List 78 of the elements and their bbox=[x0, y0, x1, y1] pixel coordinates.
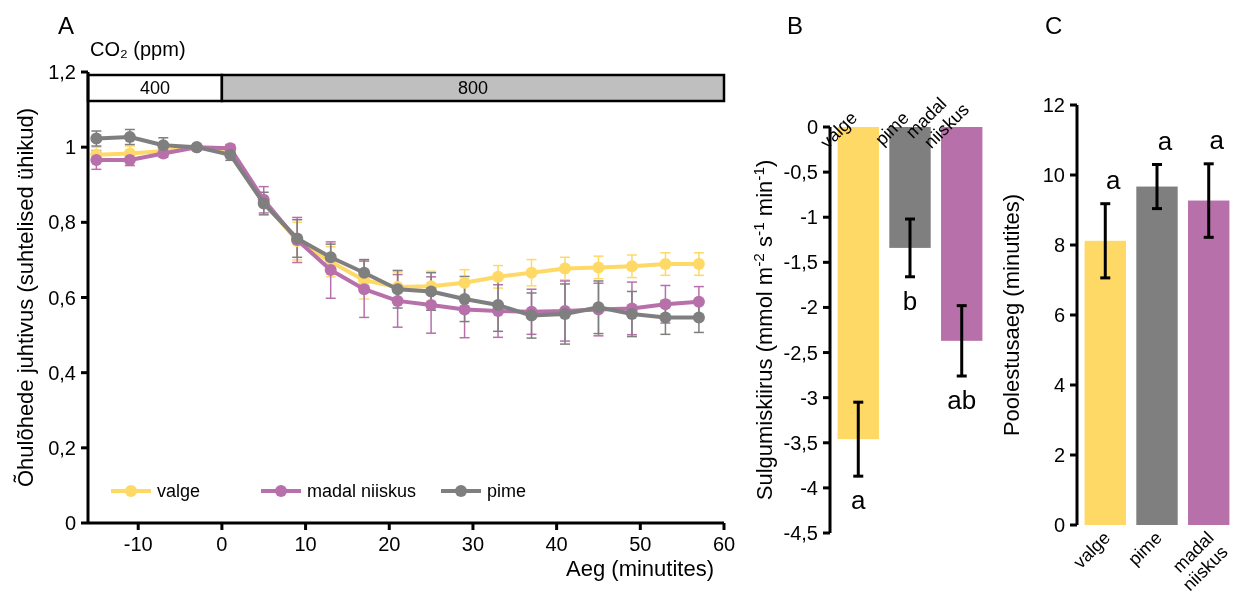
x-tick-label: 40 bbox=[545, 533, 568, 555]
point bbox=[90, 153, 103, 166]
chart-title: B bbox=[787, 12, 804, 39]
point bbox=[492, 270, 505, 283]
y-tick-label: 0,2 bbox=[48, 436, 76, 459]
point bbox=[425, 285, 438, 298]
y-tick-label: -4 bbox=[800, 476, 818, 499]
y-tick-label: -4,5 bbox=[783, 522, 818, 544]
point bbox=[592, 261, 605, 274]
y-tick-label: 8 bbox=[1053, 234, 1065, 256]
point bbox=[659, 311, 672, 324]
point bbox=[458, 293, 471, 305]
bar bbox=[1188, 200, 1230, 525]
point bbox=[358, 283, 371, 296]
y-tick-label: -2 bbox=[800, 296, 818, 319]
y-tick-label: -3 bbox=[800, 386, 818, 409]
y-tick-label: 4 bbox=[1053, 374, 1065, 396]
point bbox=[425, 299, 438, 312]
point bbox=[659, 298, 672, 311]
annotation: a bbox=[1209, 124, 1225, 155]
y-tick-label: 0,8 bbox=[48, 211, 76, 234]
point bbox=[692, 258, 705, 271]
bar bbox=[1084, 240, 1126, 525]
x-axis-title: Aeg (minutites) bbox=[566, 556, 714, 581]
band-label: 800 bbox=[457, 78, 488, 99]
point bbox=[358, 266, 371, 279]
chart-title: C bbox=[1045, 12, 1063, 39]
bar bbox=[1136, 186, 1178, 525]
legend-label: valge bbox=[157, 481, 201, 502]
y-tick-label: -2,5 bbox=[783, 341, 818, 364]
point bbox=[492, 299, 505, 312]
y-tick-label: 10 bbox=[1042, 164, 1065, 186]
legend-label: madal niiskus bbox=[307, 481, 417, 502]
y-tick-label: -3,5 bbox=[783, 431, 818, 454]
y-axis-title: Õhulõhede juhtivus (suhtelised ühikud) bbox=[13, 107, 38, 488]
text: CO₂ (ppm) bbox=[90, 38, 186, 60]
y-tick-label: 1,2 bbox=[48, 61, 76, 83]
y-tick-label: 12 bbox=[1042, 94, 1065, 116]
point bbox=[458, 276, 471, 289]
y-tick-label: 6 bbox=[1053, 304, 1065, 326]
point bbox=[458, 303, 471, 316]
point bbox=[123, 153, 136, 166]
point bbox=[625, 308, 638, 321]
y-tick-label: -0,5 bbox=[783, 161, 818, 184]
annotation: a bbox=[1157, 125, 1173, 156]
point bbox=[525, 266, 538, 279]
y-axis-title: Poolestusaeg (minutites) bbox=[999, 193, 1024, 437]
x-tick-label: 0 bbox=[216, 533, 228, 555]
y-tick-label: -1,5 bbox=[783, 251, 818, 274]
band-label: 400 bbox=[139, 78, 170, 99]
legend-label: pime bbox=[487, 481, 527, 502]
point bbox=[224, 148, 237, 161]
y-tick-label: 1 bbox=[64, 136, 76, 159]
annotation: ab bbox=[947, 385, 977, 416]
y-tick-label: -1 bbox=[800, 206, 818, 229]
y-tick-label: 0 bbox=[64, 512, 76, 534]
x-tick-label: 50 bbox=[629, 533, 652, 555]
point bbox=[525, 309, 538, 322]
annotation: a bbox=[1106, 164, 1122, 195]
point bbox=[324, 264, 337, 277]
point bbox=[692, 295, 705, 308]
y-tick-label: 0,4 bbox=[48, 361, 76, 384]
point bbox=[559, 262, 571, 275]
y-tick-label: 0,6 bbox=[48, 286, 76, 309]
point bbox=[391, 294, 404, 307]
x-tick-label: 10 bbox=[294, 533, 317, 555]
point bbox=[659, 258, 672, 271]
y-tick-label: 2 bbox=[1053, 444, 1065, 466]
point bbox=[625, 260, 638, 273]
x-tick-label: 60 bbox=[712, 533, 736, 555]
x-tick-label: 30 bbox=[461, 533, 485, 555]
annotation: b bbox=[902, 285, 918, 316]
chart-title: A bbox=[58, 12, 75, 39]
annotation: a bbox=[851, 485, 867, 516]
x-tick-label: -10 bbox=[123, 533, 153, 555]
point bbox=[324, 251, 337, 264]
point bbox=[692, 311, 705, 324]
x-tick-label: 20 bbox=[378, 533, 401, 555]
